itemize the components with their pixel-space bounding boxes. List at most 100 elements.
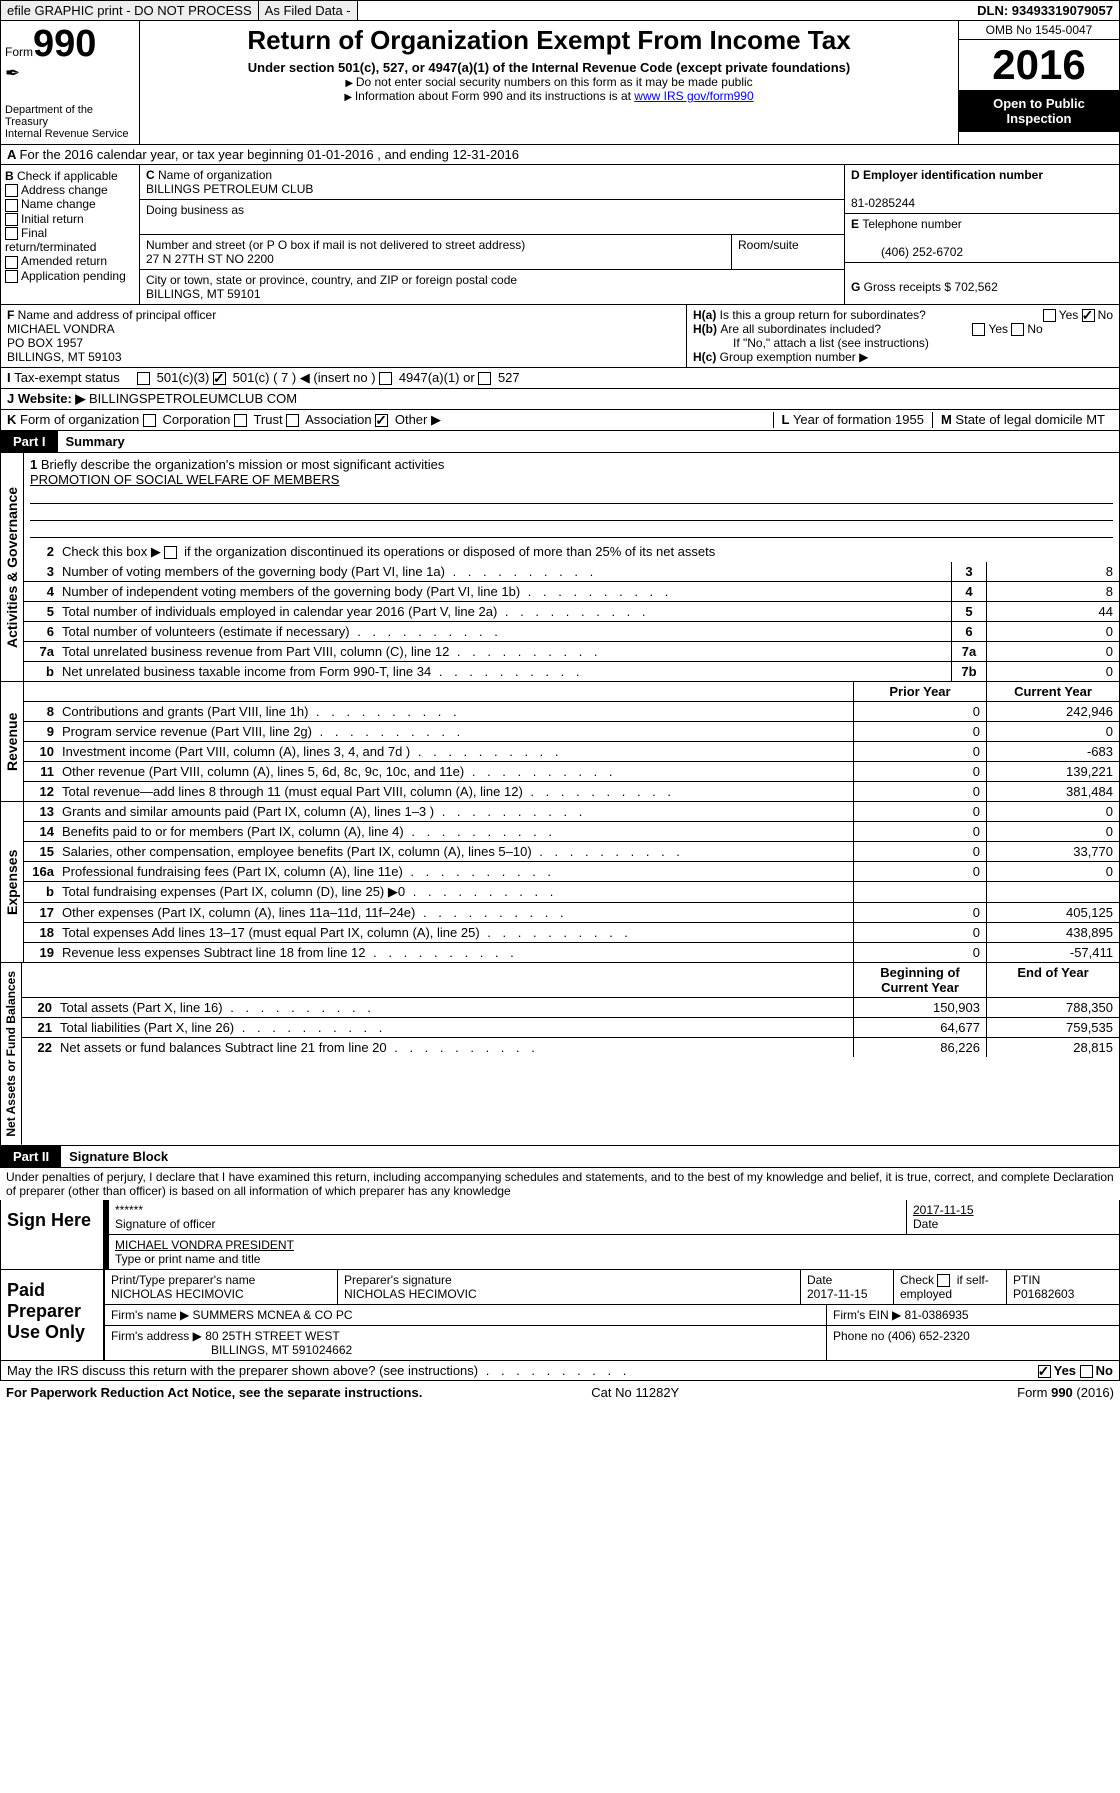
tax-year: 2016 (959, 40, 1119, 90)
asfiled-text: As Filed Data - (259, 1, 358, 20)
table-row: Investment income (Part VIII, column (A)… (58, 742, 853, 761)
firm-city: BILLINGS, MT 591024662 (111, 1343, 352, 1357)
k-other[interactable] (375, 414, 388, 427)
table-row: Other expenses (Part IX, column (A), lin… (58, 903, 853, 922)
discuss-yes[interactable] (1038, 1365, 1051, 1378)
stars: ****** (115, 1203, 143, 1217)
hb-yes[interactable] (972, 323, 985, 336)
expenses-label: Expenses (1, 802, 24, 962)
table-row: Net assets or fund balances Subtract lin… (56, 1038, 853, 1057)
prior-val: 86,226 (853, 1038, 986, 1057)
prior-val: 0 (853, 923, 986, 942)
form-title: Return of Organization Exempt From Incom… (148, 25, 950, 56)
officer-addr: PO BOX 1957 (7, 336, 83, 350)
website: BILLINGSPETROLEUMCLUB COM (89, 391, 297, 406)
line3-val: 8 (986, 562, 1119, 581)
part-i-header: Part I Summary (0, 431, 1120, 453)
curr-val: -683 (986, 742, 1119, 761)
inspect-2: Inspection (1006, 111, 1071, 126)
governance-section: Activities & Governance 1 Briefly descri… (0, 453, 1120, 682)
ein: 81-0285244 (851, 196, 915, 210)
form-word: Form (5, 45, 33, 59)
section-bcdefg: B Check if applicable Address change Nam… (0, 165, 1120, 305)
current-year-hdr: Current Year (986, 682, 1119, 701)
k-trust[interactable] (234, 414, 247, 427)
i-4947[interactable] (379, 372, 392, 385)
footer: For Paperwork Reduction Act Notice, see … (0, 1381, 1120, 1404)
sig-date-label: Date (913, 1217, 938, 1231)
i-501c3[interactable] (137, 372, 150, 385)
hb-no[interactable] (1011, 323, 1024, 336)
line7a-desc: Total unrelated business revenue from Pa… (58, 642, 951, 661)
line5-val: 44 (986, 602, 1119, 621)
checkbox-name[interactable] (5, 199, 18, 212)
checkbox-pending[interactable] (5, 270, 18, 283)
preparer-sig: NICHOLAS HECIMOVIC (344, 1287, 477, 1301)
governance-label: Activities & Governance (1, 453, 24, 681)
c-city-label: City or town, state or province, country… (146, 273, 517, 287)
preparer-date: 2017-11-15 (807, 1287, 868, 1301)
table-row: Other revenue (Part VIII, column (A), li… (58, 762, 853, 781)
table-row: Total assets (Part X, line 16) (56, 998, 853, 1017)
discuss-question: May the IRS discuss this return with the… (7, 1363, 1038, 1378)
c-dba-label: Doing business as (146, 203, 244, 217)
line3-desc: Number of voting members of the governin… (58, 562, 951, 581)
checkbox-amended[interactable] (5, 256, 18, 269)
self-employed-checkbox[interactable] (937, 1274, 950, 1287)
dept-treasury: Department of the Treasury (5, 104, 135, 128)
table-row: Total fundraising expenses (Part IX, col… (58, 882, 853, 902)
officer-name-title: MICHAEL VONDRA PRESIDENT (115, 1238, 294, 1252)
curr-val: 0 (986, 862, 1119, 881)
preparer-name: NICHOLAS HECIMOVIC (111, 1287, 244, 1301)
irs-link[interactable]: www IRS gov/form990 (634, 89, 753, 103)
prior-val (853, 882, 986, 902)
ha-no[interactable] (1082, 309, 1095, 322)
discuss-no[interactable] (1080, 1365, 1093, 1378)
g-label: Gross receipts $ (864, 280, 951, 294)
firm-name: SUMMERS MCNEA & CO PC (193, 1308, 353, 1322)
section-klm: K Form of organization Corporation Trust… (0, 410, 1120, 431)
table-row: Professional fundraising fees (Part IX, … (58, 862, 853, 881)
k-assoc[interactable] (286, 414, 299, 427)
curr-val: 788,350 (986, 998, 1119, 1017)
i-527[interactable] (478, 372, 491, 385)
discuss-row: May the IRS discuss this return with the… (0, 1361, 1120, 1381)
curr-val: 28,815 (986, 1038, 1119, 1057)
prior-year-hdr: Prior Year (853, 682, 986, 701)
curr-val: 438,895 (986, 923, 1119, 942)
k-label: Form of organization (20, 412, 139, 427)
efile-text: efile GRAPHIC print - DO NOT PROCESS (1, 1, 259, 20)
curr-val: 0 (986, 722, 1119, 741)
checkbox-final[interactable] (5, 227, 18, 240)
curr-val: 139,221 (986, 762, 1119, 781)
org-name: BILLINGS PETROLEUM CLUB (146, 182, 313, 196)
ha-yes[interactable] (1043, 309, 1056, 322)
prior-val: 150,903 (853, 998, 986, 1017)
prior-val: 0 (853, 742, 986, 761)
prior-val: 0 (853, 762, 986, 781)
curr-val: 381,484 (986, 782, 1119, 801)
signature-icon: ✒ (5, 63, 135, 84)
m-label: State of legal domicile (955, 412, 1082, 427)
i-501c[interactable] (213, 372, 226, 385)
perjury-statement: Under penalties of perjury, I declare th… (0, 1168, 1120, 1200)
firm-ein: 81-0386935 (905, 1308, 969, 1322)
irs: Internal Revenue Service (5, 128, 135, 140)
checkbox-initial[interactable] (5, 213, 18, 226)
footer-cat: Cat No 11282Y (591, 1385, 679, 1400)
table-row: Program service revenue (Part VIII, line… (58, 722, 853, 741)
curr-val: 33,770 (986, 842, 1119, 861)
preparer-sig-label: Preparer's signature (344, 1273, 452, 1287)
table-row: Revenue less expenses Subtract line 18 f… (58, 943, 853, 962)
i-label: Tax-exempt status (14, 370, 120, 385)
line5-desc: Total number of individuals employed in … (58, 602, 951, 621)
firm-name-label: Firm's name ▶ (111, 1308, 189, 1322)
phone: (406) 252-6702 (851, 245, 963, 259)
gross-receipts: 702,562 (954, 280, 997, 294)
type-name-label: Type or print name and title (115, 1252, 260, 1266)
k-corp[interactable] (143, 414, 156, 427)
checkbox-address[interactable] (5, 184, 18, 197)
line2-checkbox[interactable] (164, 546, 177, 559)
year-formed: 1955 (895, 412, 924, 427)
sig-date: 2017-11-15 (913, 1203, 974, 1217)
